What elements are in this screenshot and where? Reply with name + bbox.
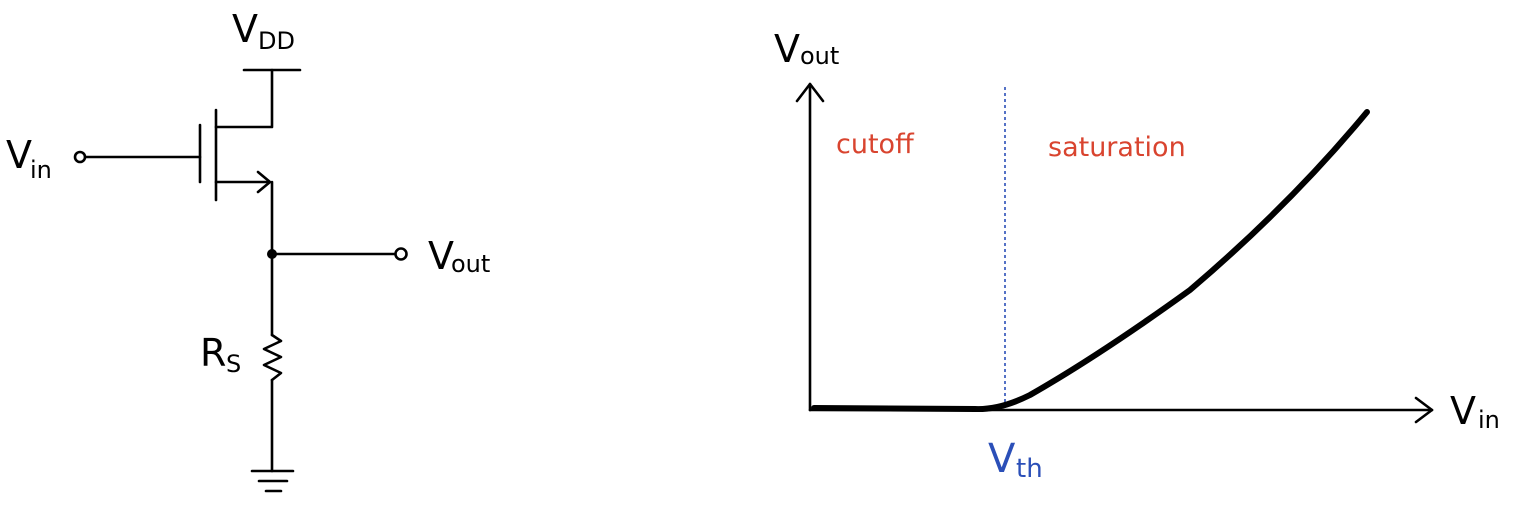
ground-symbol <box>250 469 295 493</box>
vin-terminal <box>73 150 87 164</box>
y-axis-label-main: V <box>774 27 800 71</box>
saturation-region-label: saturation <box>1048 132 1186 163</box>
rs-label-sub: S <box>226 350 241 378</box>
source-arrow <box>256 170 272 194</box>
rs-label-main: R <box>200 331 226 375</box>
drain-wire <box>214 68 274 129</box>
transfer-characteristic-graph: V out V in V th cutoff saturation <box>774 27 1500 484</box>
transfer-curve <box>811 109 1370 413</box>
threshold-label-sub: th <box>1016 454 1043 484</box>
vin-label-main: V <box>6 133 32 177</box>
x-axis-arrow <box>1414 396 1434 424</box>
cutoff-region-label: cutoff <box>836 129 915 160</box>
vdd-label-sub: DD <box>258 27 295 55</box>
y-axis-label-sub: out <box>800 42 839 70</box>
x-axis-label-sub: in <box>1478 406 1500 434</box>
vout-label-sub: out <box>451 250 490 278</box>
vin-label-sub: in <box>30 156 52 184</box>
y-axis-arrow <box>795 82 825 103</box>
vout-label-main: V <box>428 234 454 278</box>
x-axis-label-main: V <box>1450 389 1476 433</box>
vout-terminal <box>394 247 408 261</box>
threshold-label-main: V <box>988 436 1016 482</box>
source-follower-circuit: V DD V in V out R S <box>6 7 490 493</box>
resistor-rs <box>262 333 283 382</box>
vdd-label-main: V <box>232 7 258 51</box>
